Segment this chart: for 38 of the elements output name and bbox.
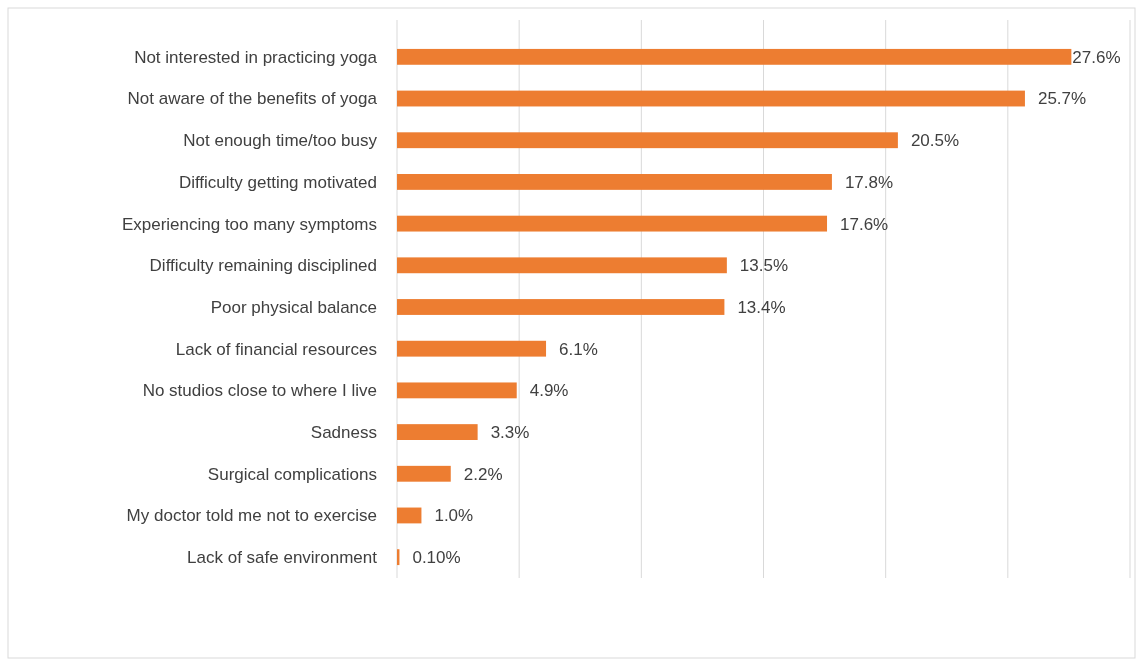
- data-label: 6.1%: [559, 339, 598, 359]
- y-tick-label: My doctor told me not to exercise: [126, 506, 377, 526]
- bar: [397, 132, 898, 149]
- bar: [397, 90, 1025, 107]
- data-label: 13.4%: [737, 297, 786, 317]
- data-label: 1.0%: [434, 506, 474, 526]
- bar: [397, 465, 451, 482]
- y-tick-label: Difficulty remaining disciplined: [149, 256, 377, 276]
- data-label: 20.5%: [910, 131, 960, 151]
- bar: [397, 382, 517, 399]
- data-label: 17.6%: [840, 214, 889, 234]
- bar: [397, 257, 727, 274]
- data-label: 27.6%: [1072, 47, 1121, 67]
- data-label: 17.8%: [844, 172, 894, 192]
- y-tick-label: Lack of financial resources: [175, 339, 377, 359]
- data-label: 2.2%: [463, 464, 503, 484]
- bar: [397, 215, 828, 232]
- y-tick-label: Not interested in practicing yoga: [134, 47, 378, 67]
- y-tick-label: Surgical complications: [207, 464, 377, 484]
- y-tick-label: Poor physical balance: [210, 297, 377, 317]
- y-tick-label: Experiencing too many symptoms: [121, 214, 377, 234]
- data-label: 4.9%: [529, 381, 569, 401]
- y-tick-label: No studios close to where I live: [142, 381, 377, 401]
- data-label: 13.5%: [739, 256, 789, 276]
- y-tick-label: Not enough time/too busy: [183, 131, 378, 151]
- data-label: 25.7%: [1037, 89, 1087, 109]
- y-tick-label: Not aware of the benefits of yoga: [127, 89, 378, 109]
- y-tick-label: Difficulty getting motivated: [178, 172, 377, 192]
- bar: [397, 48, 1072, 65]
- data-label: 3.3%: [490, 423, 530, 443]
- bar: [397, 424, 478, 440]
- bar: [397, 507, 422, 524]
- y-tick-label: Lack of safe environment: [187, 548, 378, 568]
- y-tick-label: Sadness: [310, 423, 377, 443]
- bar: [397, 174, 832, 190]
- bar: [397, 299, 725, 315]
- data-label: 0.10%: [412, 548, 461, 568]
- bar: [397, 340, 547, 357]
